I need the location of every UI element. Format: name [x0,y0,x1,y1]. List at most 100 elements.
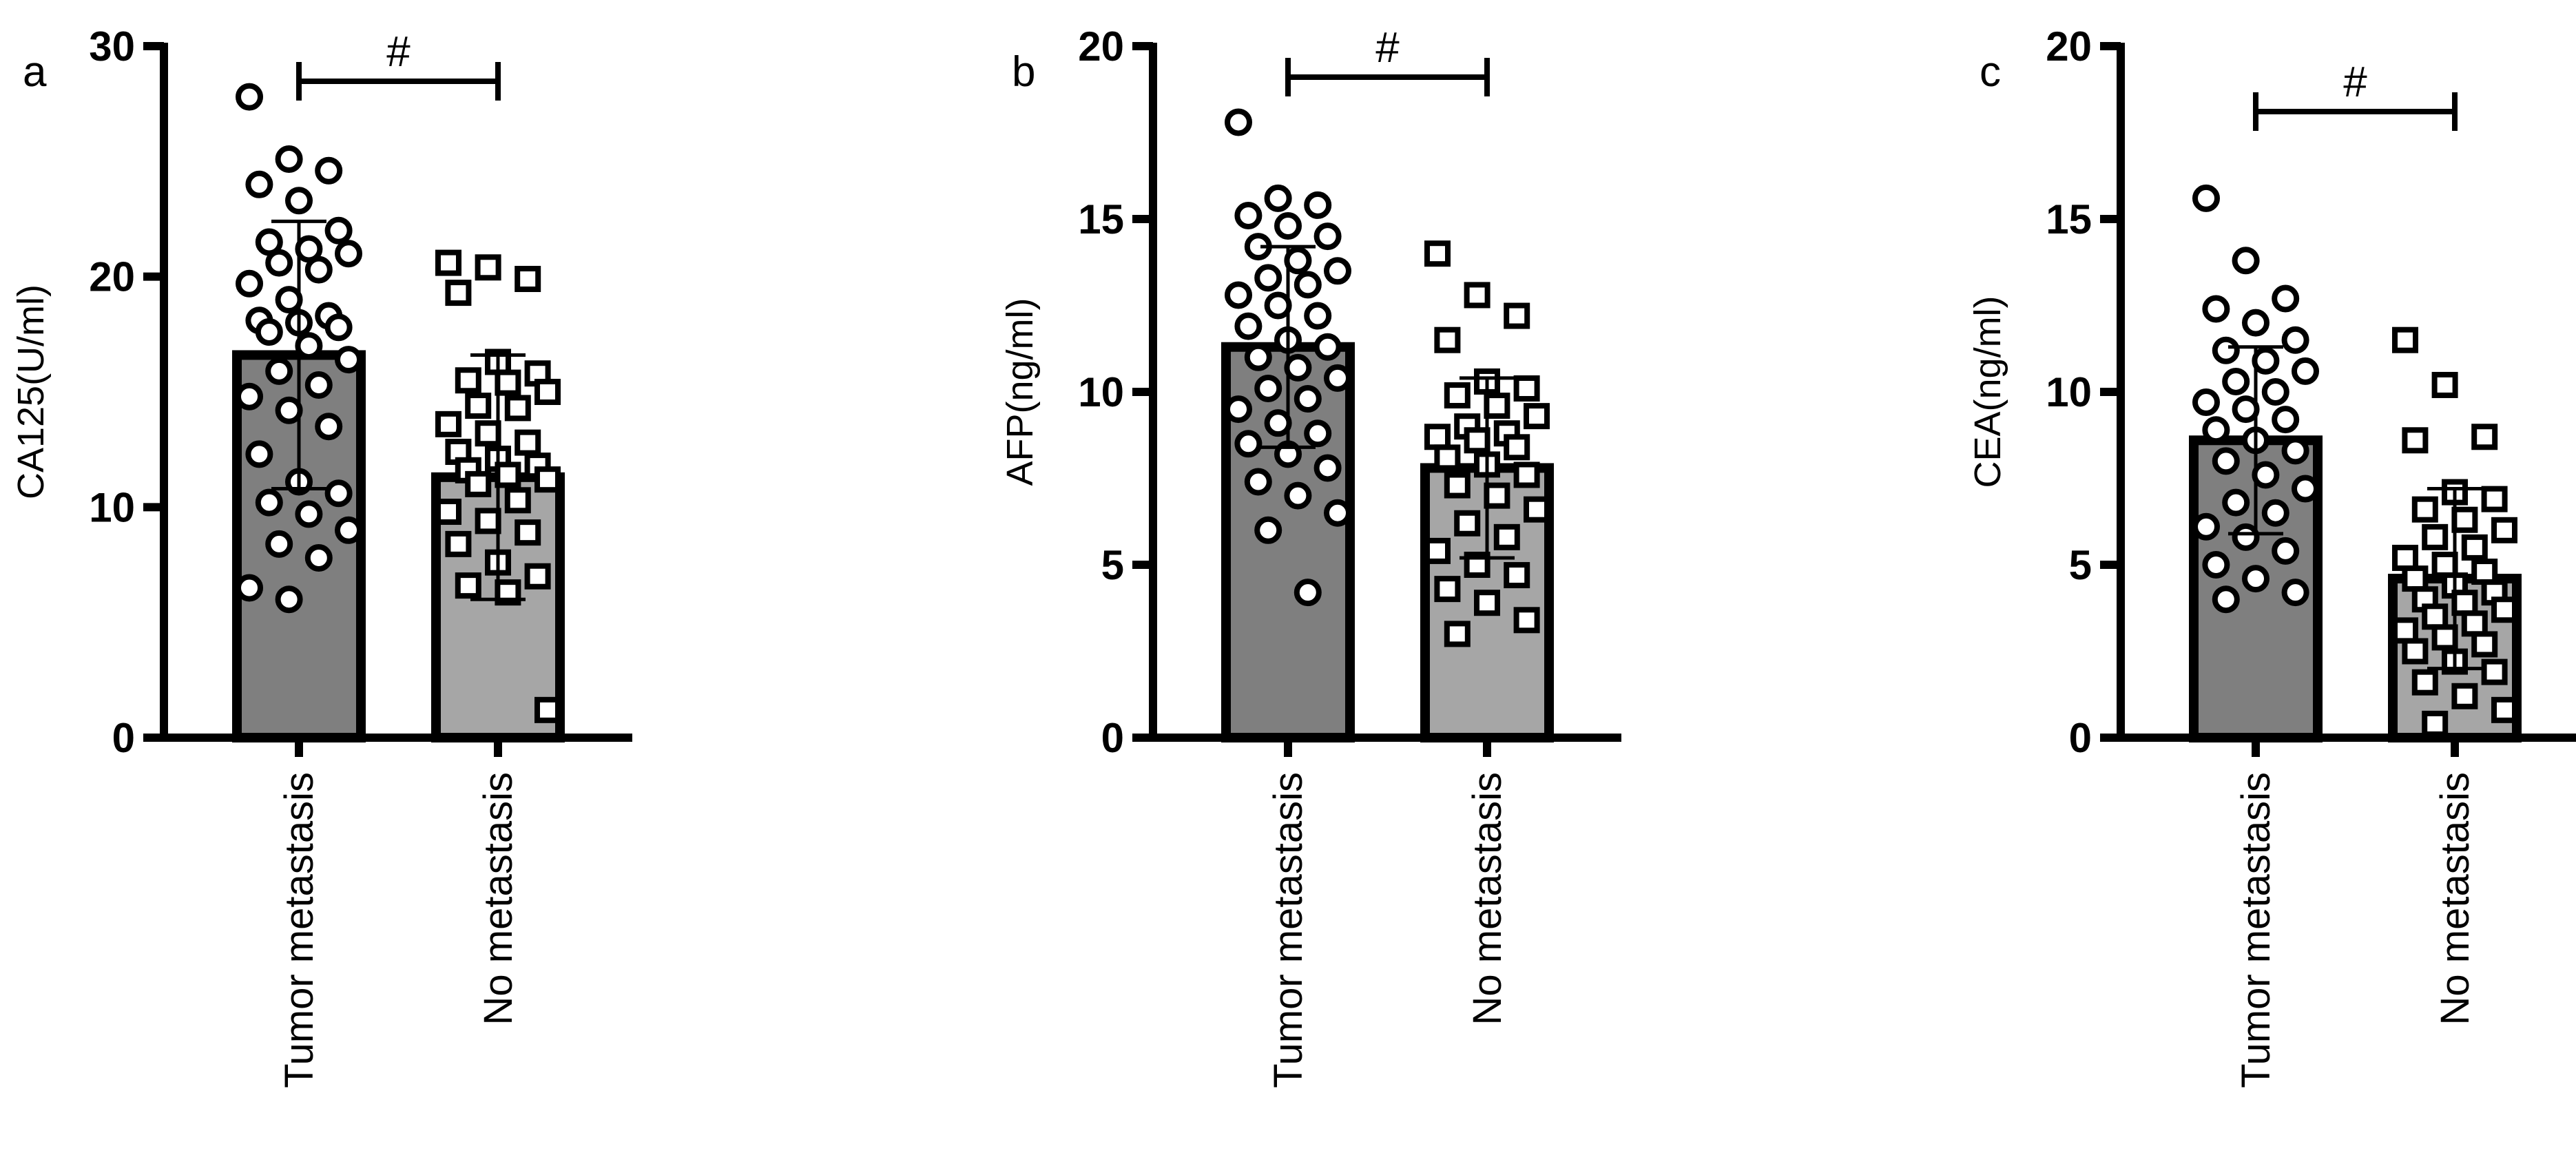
data-point [1244,468,1272,496]
y-tick-label: 10 [2046,369,2092,415]
data-point [2292,475,2319,503]
data-point [1234,430,1263,458]
data-point [1493,523,1520,550]
data-point [1294,271,1322,299]
data-point [1284,353,1312,382]
data-point [275,145,303,173]
data-point [2402,427,2429,454]
data-point [2481,486,2508,512]
data-point [1324,257,1351,285]
data-point [2222,367,2250,395]
y-tick-label: 30 [89,23,135,70]
data-point [236,83,263,111]
data-point [315,413,343,441]
data-point [304,371,333,399]
data-point [2232,523,2260,551]
data-point [1524,496,1550,523]
data-point [504,395,531,422]
data-point [1504,434,1530,461]
data-point [515,266,541,293]
data-point [255,228,283,256]
data-point [2252,461,2280,489]
data-point [1434,576,1461,603]
data-point [2261,499,2289,527]
data-point [335,346,362,374]
data-point [275,396,303,424]
data-point [2202,551,2230,579]
data-point [2202,295,2230,323]
data-point [2431,624,2458,651]
data-point [2422,710,2449,737]
data-point [335,516,362,544]
data-point [2192,512,2220,541]
data-point [236,382,263,410]
data-point [1284,481,1312,510]
data-point [2451,590,2478,616]
data-point [1225,281,1252,309]
data-point [2422,523,2449,550]
data-point [515,429,541,456]
data-point [1274,212,1302,240]
data-point [1254,516,1282,544]
significance-label: # [386,28,411,76]
data-point [2202,416,2230,444]
data-point [534,696,561,723]
data-point [1484,393,1510,419]
y-tick-label: 0 [112,715,135,761]
data-point [1234,312,1263,340]
data-point [236,574,263,602]
data-point [1313,454,1342,482]
data-point [475,254,501,281]
data-point [2461,534,2488,561]
data-point [335,240,362,268]
data-point [2192,184,2220,212]
y-tick-label: 5 [1101,542,1124,588]
data-point [2292,357,2319,385]
data-point [2471,631,2498,658]
data-point [1264,291,1292,320]
data-point [1294,579,1322,607]
data-point [2222,488,2250,517]
data-point [534,466,561,493]
y-tick-label: 20 [89,254,135,300]
data-point [2422,603,2449,630]
data-point [1304,191,1332,219]
y-tick-label: 0 [1101,715,1124,761]
data-point [275,286,303,314]
data-point [2451,506,2478,533]
data-point [2402,565,2429,592]
y-tick-label: 0 [2069,715,2092,761]
panel-label: b [1012,48,1035,96]
data-point [524,563,551,590]
data-point [2242,565,2269,593]
data-point [2252,346,2280,375]
data-point [2281,579,2309,607]
data-point [2242,309,2269,337]
panel-label: a [23,48,47,96]
data-point [245,440,273,468]
significance-bracket [1285,58,1490,96]
data-point [1304,419,1332,448]
data-point [2192,388,2220,417]
data-point [1313,222,1342,251]
data-point [2471,424,2498,450]
data-point [1313,333,1342,361]
data-point [2402,638,2429,665]
data-point [465,393,492,419]
data-point [445,280,472,306]
data-point [1513,461,1540,488]
data-point [315,156,343,185]
significance-label: # [1375,24,1400,72]
y-tick-label: 10 [89,484,135,530]
data-point [275,585,303,614]
x-tick-label: Tumor metastasis [1266,772,1311,1088]
data-point [1424,537,1451,564]
data-point [445,530,472,557]
data-point [1474,590,1500,616]
data-point [2232,395,2260,424]
data-point [1464,427,1490,454]
data-point [465,470,492,497]
data-point [2392,544,2418,571]
data-point [255,488,283,517]
